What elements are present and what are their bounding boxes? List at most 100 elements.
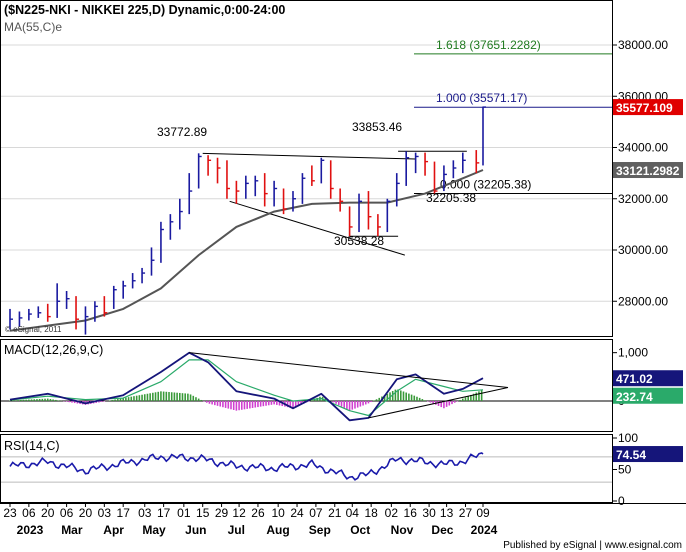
x-tick-label: 12 <box>232 506 246 520</box>
price-bar <box>28 308 32 321</box>
esignal-watermark: © eSignal, 2011 <box>5 325 62 334</box>
price-bar <box>254 175 259 197</box>
price-bar <box>263 173 268 207</box>
price-bar <box>197 153 202 189</box>
price-bar <box>282 188 287 215</box>
rsi-tick-label: 50 <box>618 463 632 477</box>
price-bar <box>414 152 419 174</box>
x-month-label: Apr <box>103 523 124 537</box>
x-month-label: Jul <box>228 523 245 537</box>
x-month-label: Nov <box>391 523 414 537</box>
macd-tick-label: 1,000 <box>618 346 648 360</box>
x-tick-label: 23 <box>3 506 17 520</box>
price-bar <box>301 173 306 204</box>
price-bar <box>18 311 23 327</box>
x-tick-label: 03 <box>98 506 112 520</box>
price-badge: 35577.109 <box>613 99 683 116</box>
price-bar <box>131 273 136 289</box>
x-tick-label: 02 <box>385 506 399 520</box>
rsi-badge-bg <box>613 446 683 463</box>
x-tick-label: 04 <box>346 506 360 520</box>
rsi-tick-label: 0 <box>618 494 625 508</box>
price-bar <box>56 283 61 318</box>
price-bar <box>358 193 363 233</box>
price-bar <box>46 303 51 322</box>
macd-panel-frame <box>0 339 613 432</box>
x-tick-label: 06 <box>60 506 74 520</box>
price-bar <box>395 173 400 207</box>
price-bar <box>216 157 221 184</box>
trendlines <box>202 150 467 256</box>
price-bar <box>84 306 89 335</box>
rsi-title: RSI(14,C) <box>4 439 60 453</box>
price-bar <box>169 214 174 240</box>
x-tick-label: 24 <box>290 506 304 520</box>
annotation-peak2: 33853.46 <box>352 120 402 134</box>
price-bar <box>339 188 344 212</box>
price-bar <box>245 175 249 199</box>
fibonacci-levels: 1.618 (37651.2282) 1.000 (35571.17) 0.000 … <box>414 38 612 194</box>
price-bar <box>424 152 429 176</box>
price-bar <box>273 180 278 207</box>
ma-badge-label: 33121.2982 <box>616 164 680 178</box>
price-bar <box>292 191 296 212</box>
price-bars <box>9 106 486 335</box>
x-month-label: Oct <box>350 523 370 537</box>
x-tick-label: 06 <box>22 506 36 520</box>
price-badge-bg <box>613 99 683 116</box>
price-bar <box>188 173 193 215</box>
fib-label: 1.618 (37651.2282) <box>436 38 541 52</box>
x-tick-label: 20 <box>41 506 55 520</box>
price-bar <box>377 214 381 237</box>
rsi-panel-frame <box>0 434 613 503</box>
price-bar <box>320 157 325 184</box>
price-bar <box>9 308 13 330</box>
chart-title: ($N225-NKI - NIKKEI 225,D) Dynamic,0:00-… <box>4 3 285 17</box>
price-bar <box>386 198 391 233</box>
x-tick-label: 17 <box>117 506 131 520</box>
price-bar <box>103 296 108 317</box>
x-tick-label: 07 <box>309 506 323 520</box>
signal-badge: 232.74 <box>613 387 683 404</box>
ma-badge-bg <box>613 162 683 179</box>
x-tick-label: 21 <box>328 506 342 520</box>
price-bar <box>141 267 146 284</box>
x-tick-label: 16 <box>404 506 418 520</box>
price-panel-frame <box>0 0 613 337</box>
x-tick-label: 15 <box>196 506 210 520</box>
x-month-label: Dec <box>431 523 453 537</box>
x-month-label: Aug <box>266 523 289 537</box>
price-bar <box>348 206 353 237</box>
x-month-label: May <box>142 523 166 537</box>
upper-trendline <box>202 152 416 160</box>
price-bar <box>65 291 70 309</box>
x-month-label: 2024 <box>471 523 498 537</box>
rsi-badge-label: 74.54 <box>616 448 646 462</box>
price-bar <box>475 150 480 174</box>
x-month-label: Mar <box>61 523 83 537</box>
ma-line <box>9 169 484 332</box>
x-tick-label: 09 <box>476 506 490 520</box>
macd-badge: 471.02 <box>613 370 683 387</box>
price-bar <box>482 106 486 166</box>
price-bar <box>311 165 315 186</box>
ma-label: MA(55,C)e <box>4 20 62 34</box>
price-tick-label: 32000.00 <box>618 192 668 206</box>
price-bar <box>75 296 80 330</box>
price-bar <box>443 165 447 192</box>
price-badges: 35577.109 33121.2982 <box>613 99 683 179</box>
price-badge-label: 35577.109 <box>616 101 673 115</box>
price-bar <box>433 161 438 194</box>
price-tick-label: 28000.00 <box>618 294 668 308</box>
moving-average <box>9 169 484 332</box>
x-month-label: 2023 <box>17 523 44 537</box>
macd-lower-trendline <box>368 386 509 419</box>
price-gridlines <box>1 44 612 302</box>
signal-badge-bg <box>613 387 683 404</box>
x-tick-label: 30 <box>422 506 436 520</box>
rsi-line <box>9 452 484 481</box>
price-bar <box>178 198 183 230</box>
macd-badge-bg <box>613 370 683 387</box>
lower-trendline <box>229 200 405 256</box>
